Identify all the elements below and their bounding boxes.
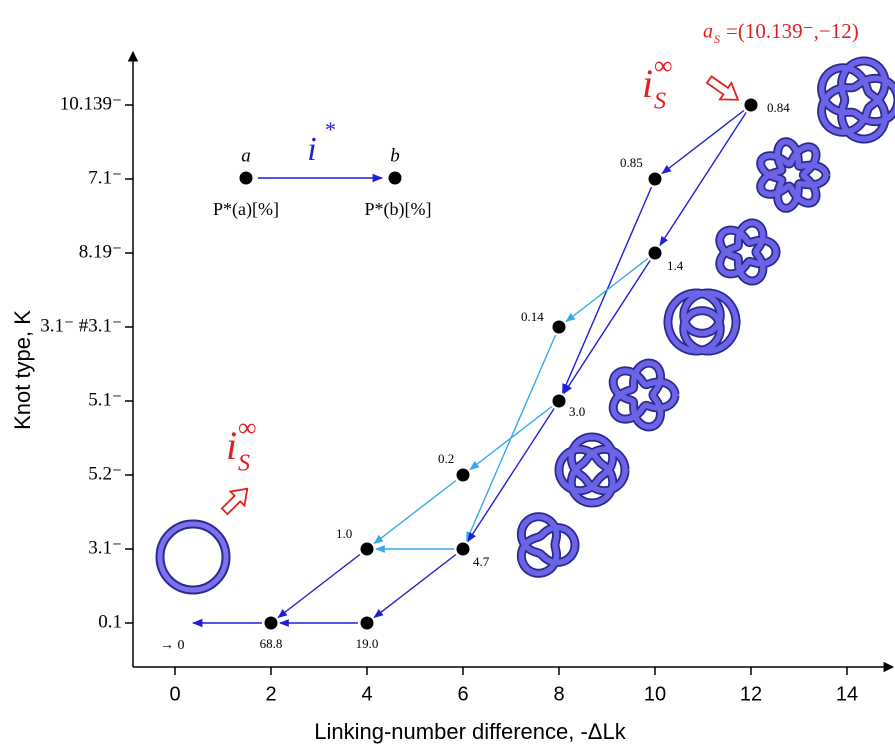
value-label: 0.85 <box>620 155 643 170</box>
point <box>552 320 566 334</box>
plot-area: 0 2 4 6 8 10 12 14 0.1 3.1⁻ 5.2⁻ 5.1⁻ 3.1⁻ #3.1⁻ 8.19… <box>40 93 858 705</box>
key-from-label: P*(a)[%] <box>213 199 279 220</box>
transition-arrow <box>565 257 649 323</box>
key-map-sup: * <box>325 117 336 142</box>
y-axis-title: Knot type, K <box>10 310 35 430</box>
knot-illustrations <box>516 56 895 578</box>
key-to-label: P*(b)[%] <box>365 199 432 220</box>
key-from: a <box>241 145 251 166</box>
knot-tube <box>665 290 739 354</box>
start-value: =(10.139⁻,−12) <box>726 19 859 43</box>
y-tick-label: 7.1⁻ <box>88 167 122 188</box>
transition-arrow <box>661 109 745 175</box>
unknot-ring-highlight <box>157 521 229 593</box>
point <box>648 172 662 186</box>
transition-arrow <box>373 479 457 545</box>
point <box>552 394 566 408</box>
point <box>456 468 470 482</box>
start-symbol: a <box>703 21 713 43</box>
limit-label: → 0 <box>160 638 185 653</box>
transition-arrow <box>469 405 553 471</box>
x-tick-label: 4 <box>361 683 372 705</box>
transition-arrow <box>277 553 361 619</box>
point <box>360 616 374 630</box>
value-label: 19.0 <box>356 636 379 651</box>
value-label: 4.7 <box>473 554 490 569</box>
point <box>360 542 374 556</box>
transition-arrow <box>467 408 555 543</box>
y-tick-label: 0.1 <box>98 611 122 632</box>
value-label: 68.8 <box>260 636 283 651</box>
knot-tube <box>610 360 678 430</box>
value-label: 1.4 <box>667 258 684 273</box>
y-tick-label: 10.139⁻ <box>60 93 122 114</box>
rate-sub: S <box>238 451 250 477</box>
x-tick-label: 8 <box>553 683 564 705</box>
point <box>648 246 662 260</box>
rate-arrow <box>705 75 740 101</box>
knot-tube <box>556 434 628 506</box>
key-to: b <box>390 145 400 166</box>
transition-arrow <box>373 553 457 619</box>
key-point <box>239 171 253 185</box>
knot-tube-shadow <box>516 512 580 578</box>
start-sub: S <box>714 32 720 46</box>
key-point <box>388 171 402 185</box>
rate-sup: ∞ <box>654 51 673 80</box>
knot-tube <box>757 138 829 212</box>
x-tick-label: 14 <box>836 683 858 705</box>
key-map: i <box>307 131 316 168</box>
knot-tube-shadow <box>554 432 630 508</box>
y-tick-label: 3.1⁻ #3.1⁻ <box>40 315 122 336</box>
x-axis-title: Linking-number difference, -ΔLk <box>314 719 626 744</box>
point <box>744 98 758 112</box>
x-tick-label: 2 <box>265 683 276 705</box>
value-label: 0.2 <box>438 451 454 466</box>
x-tick-label: 6 <box>457 683 468 705</box>
value-label: 0.14 <box>521 309 544 324</box>
value-label: 0.84 <box>767 100 790 115</box>
knot-tube <box>717 220 779 284</box>
point <box>456 542 470 556</box>
transition-arrow <box>659 112 747 247</box>
transition-arrow <box>563 260 651 395</box>
rate-arrow <box>220 487 249 516</box>
value-label: 1.0 <box>336 526 352 541</box>
x-tick-label: 0 <box>169 683 180 705</box>
knot-tube <box>818 58 895 142</box>
knot-tube <box>518 513 578 577</box>
y-tick-label: 5.1⁻ <box>88 389 122 410</box>
rate-sup: ∞ <box>238 413 257 442</box>
rate-symbol: i <box>642 61 653 106</box>
y-tick-label: 3.1⁻ <box>88 537 122 558</box>
rate-sub: S <box>654 89 666 115</box>
value-label: 3.0 <box>569 404 585 419</box>
point <box>264 616 278 630</box>
x-tick-label: 12 <box>740 683 762 705</box>
y-tick-label: 5.2⁻ <box>88 463 122 484</box>
rate-symbol: i <box>226 423 237 468</box>
x-tick-label: 10 <box>644 683 666 705</box>
y-tick-label: 8.19⁻ <box>79 241 122 262</box>
